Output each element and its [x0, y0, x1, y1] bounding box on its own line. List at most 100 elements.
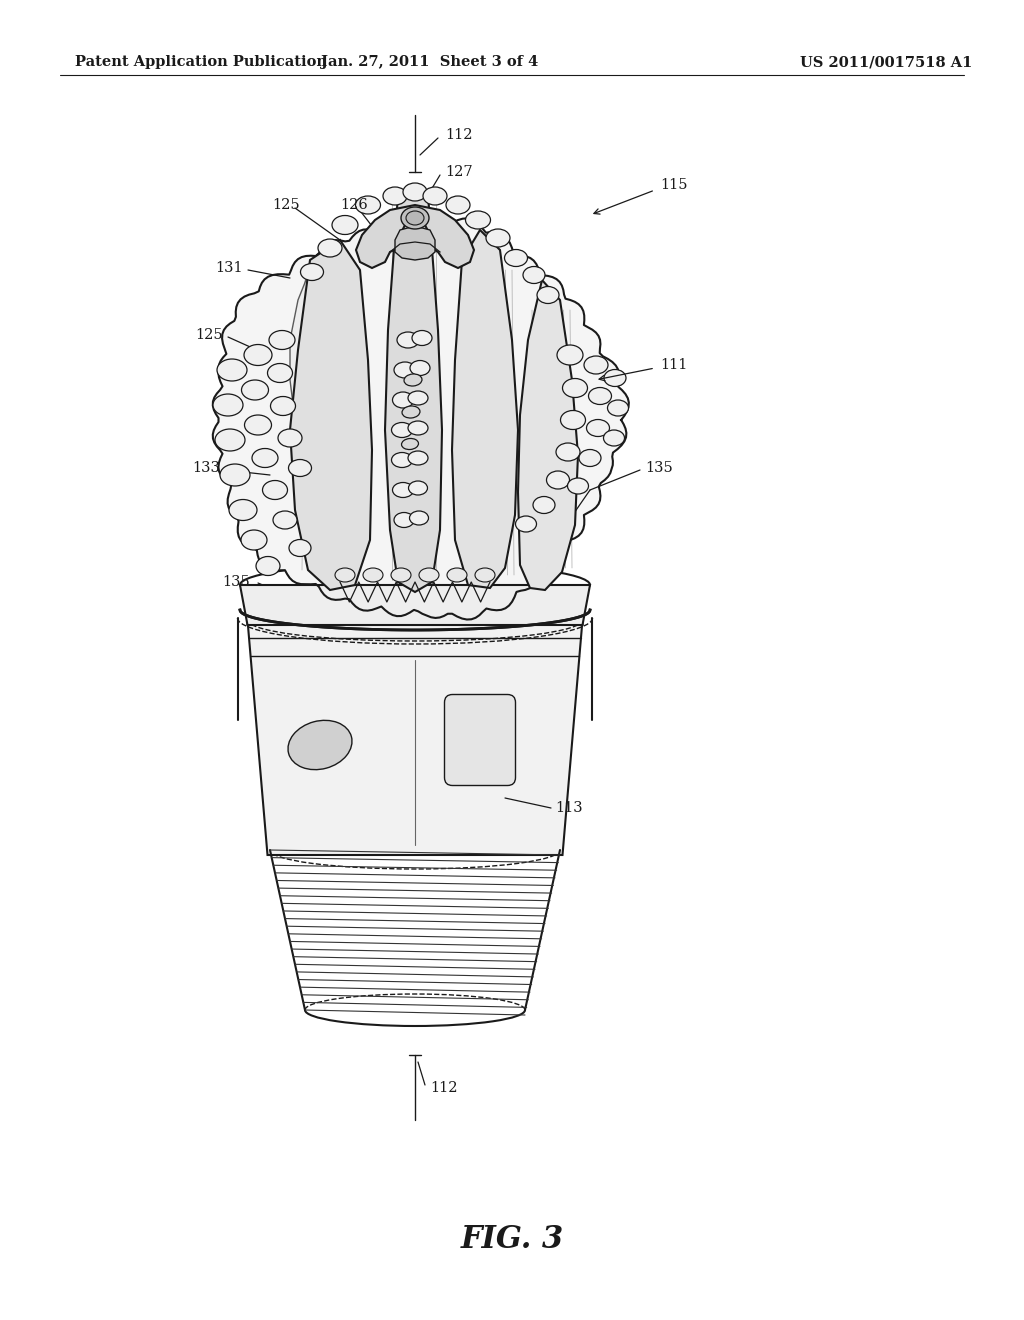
Ellipse shape — [394, 512, 414, 528]
Ellipse shape — [403, 183, 427, 201]
Ellipse shape — [562, 379, 588, 397]
Polygon shape — [395, 226, 435, 260]
Ellipse shape — [318, 239, 342, 257]
Ellipse shape — [391, 568, 411, 582]
Ellipse shape — [409, 480, 427, 495]
Text: 113: 113 — [555, 801, 583, 814]
Ellipse shape — [579, 450, 601, 466]
Text: 135: 135 — [645, 461, 673, 475]
Ellipse shape — [556, 444, 580, 461]
Ellipse shape — [241, 531, 267, 550]
Ellipse shape — [560, 411, 586, 429]
Ellipse shape — [242, 380, 268, 400]
Ellipse shape — [401, 438, 419, 450]
Ellipse shape — [547, 471, 569, 488]
Polygon shape — [452, 230, 518, 587]
Text: 127: 127 — [445, 165, 473, 180]
Polygon shape — [290, 240, 372, 590]
Ellipse shape — [466, 211, 490, 228]
Ellipse shape — [557, 345, 583, 366]
Text: 125: 125 — [272, 198, 300, 213]
Ellipse shape — [604, 370, 626, 387]
Ellipse shape — [587, 420, 609, 437]
Ellipse shape — [394, 362, 416, 378]
Ellipse shape — [229, 499, 257, 520]
Ellipse shape — [289, 459, 311, 477]
Ellipse shape — [486, 228, 510, 247]
Text: 112: 112 — [445, 128, 472, 143]
Ellipse shape — [523, 267, 545, 284]
Ellipse shape — [335, 568, 355, 582]
Text: FIG. 3: FIG. 3 — [461, 1225, 563, 1255]
Ellipse shape — [217, 359, 247, 381]
Ellipse shape — [406, 211, 424, 224]
Ellipse shape — [603, 430, 625, 446]
Text: 115: 115 — [660, 178, 687, 191]
Ellipse shape — [419, 568, 439, 582]
Ellipse shape — [392, 392, 414, 408]
Text: 126: 126 — [340, 198, 368, 213]
Ellipse shape — [362, 568, 383, 582]
Ellipse shape — [391, 422, 413, 437]
Ellipse shape — [392, 483, 414, 498]
Ellipse shape — [412, 330, 432, 346]
Ellipse shape — [355, 195, 381, 214]
Ellipse shape — [262, 480, 288, 499]
Ellipse shape — [505, 249, 527, 267]
Polygon shape — [385, 185, 442, 591]
Ellipse shape — [213, 393, 243, 416]
Text: 111: 111 — [660, 358, 687, 372]
Text: 135: 135 — [222, 576, 250, 589]
Ellipse shape — [567, 478, 589, 494]
Ellipse shape — [446, 195, 470, 214]
Polygon shape — [518, 280, 578, 590]
Ellipse shape — [270, 396, 296, 416]
Ellipse shape — [584, 356, 608, 374]
Ellipse shape — [288, 721, 352, 770]
Text: Jan. 27, 2011  Sheet 3 of 4: Jan. 27, 2011 Sheet 3 of 4 — [322, 55, 539, 69]
Ellipse shape — [475, 568, 495, 582]
Text: US 2011/0017518 A1: US 2011/0017518 A1 — [800, 55, 973, 69]
Ellipse shape — [332, 215, 358, 235]
Text: 112: 112 — [430, 1081, 458, 1096]
Ellipse shape — [220, 465, 250, 486]
Polygon shape — [290, 271, 355, 540]
Ellipse shape — [278, 429, 302, 447]
Ellipse shape — [534, 496, 555, 513]
Ellipse shape — [273, 511, 297, 529]
Ellipse shape — [256, 557, 280, 576]
Ellipse shape — [410, 360, 430, 375]
Ellipse shape — [402, 407, 420, 418]
Ellipse shape — [267, 363, 293, 383]
Text: Patent Application Publication: Patent Application Publication — [75, 55, 327, 69]
Ellipse shape — [447, 568, 467, 582]
Ellipse shape — [607, 400, 629, 416]
Ellipse shape — [408, 451, 428, 465]
Ellipse shape — [289, 540, 311, 557]
Ellipse shape — [515, 516, 537, 532]
Ellipse shape — [244, 345, 272, 366]
Ellipse shape — [252, 449, 278, 467]
Polygon shape — [240, 585, 590, 624]
Ellipse shape — [245, 414, 271, 436]
Ellipse shape — [410, 511, 428, 525]
Ellipse shape — [423, 187, 447, 205]
Ellipse shape — [391, 453, 413, 467]
FancyBboxPatch shape — [444, 694, 515, 785]
Ellipse shape — [401, 207, 429, 228]
Ellipse shape — [408, 421, 428, 436]
Ellipse shape — [408, 391, 428, 405]
Ellipse shape — [404, 374, 422, 385]
Ellipse shape — [397, 333, 419, 348]
Ellipse shape — [589, 388, 611, 404]
Ellipse shape — [300, 264, 324, 281]
Polygon shape — [248, 620, 583, 855]
Text: 131: 131 — [215, 261, 243, 275]
Text: 125: 125 — [195, 327, 222, 342]
Ellipse shape — [269, 330, 295, 350]
Ellipse shape — [537, 286, 559, 304]
Text: 133: 133 — [193, 461, 220, 475]
Polygon shape — [213, 216, 629, 619]
Ellipse shape — [383, 187, 407, 205]
Ellipse shape — [215, 429, 245, 451]
